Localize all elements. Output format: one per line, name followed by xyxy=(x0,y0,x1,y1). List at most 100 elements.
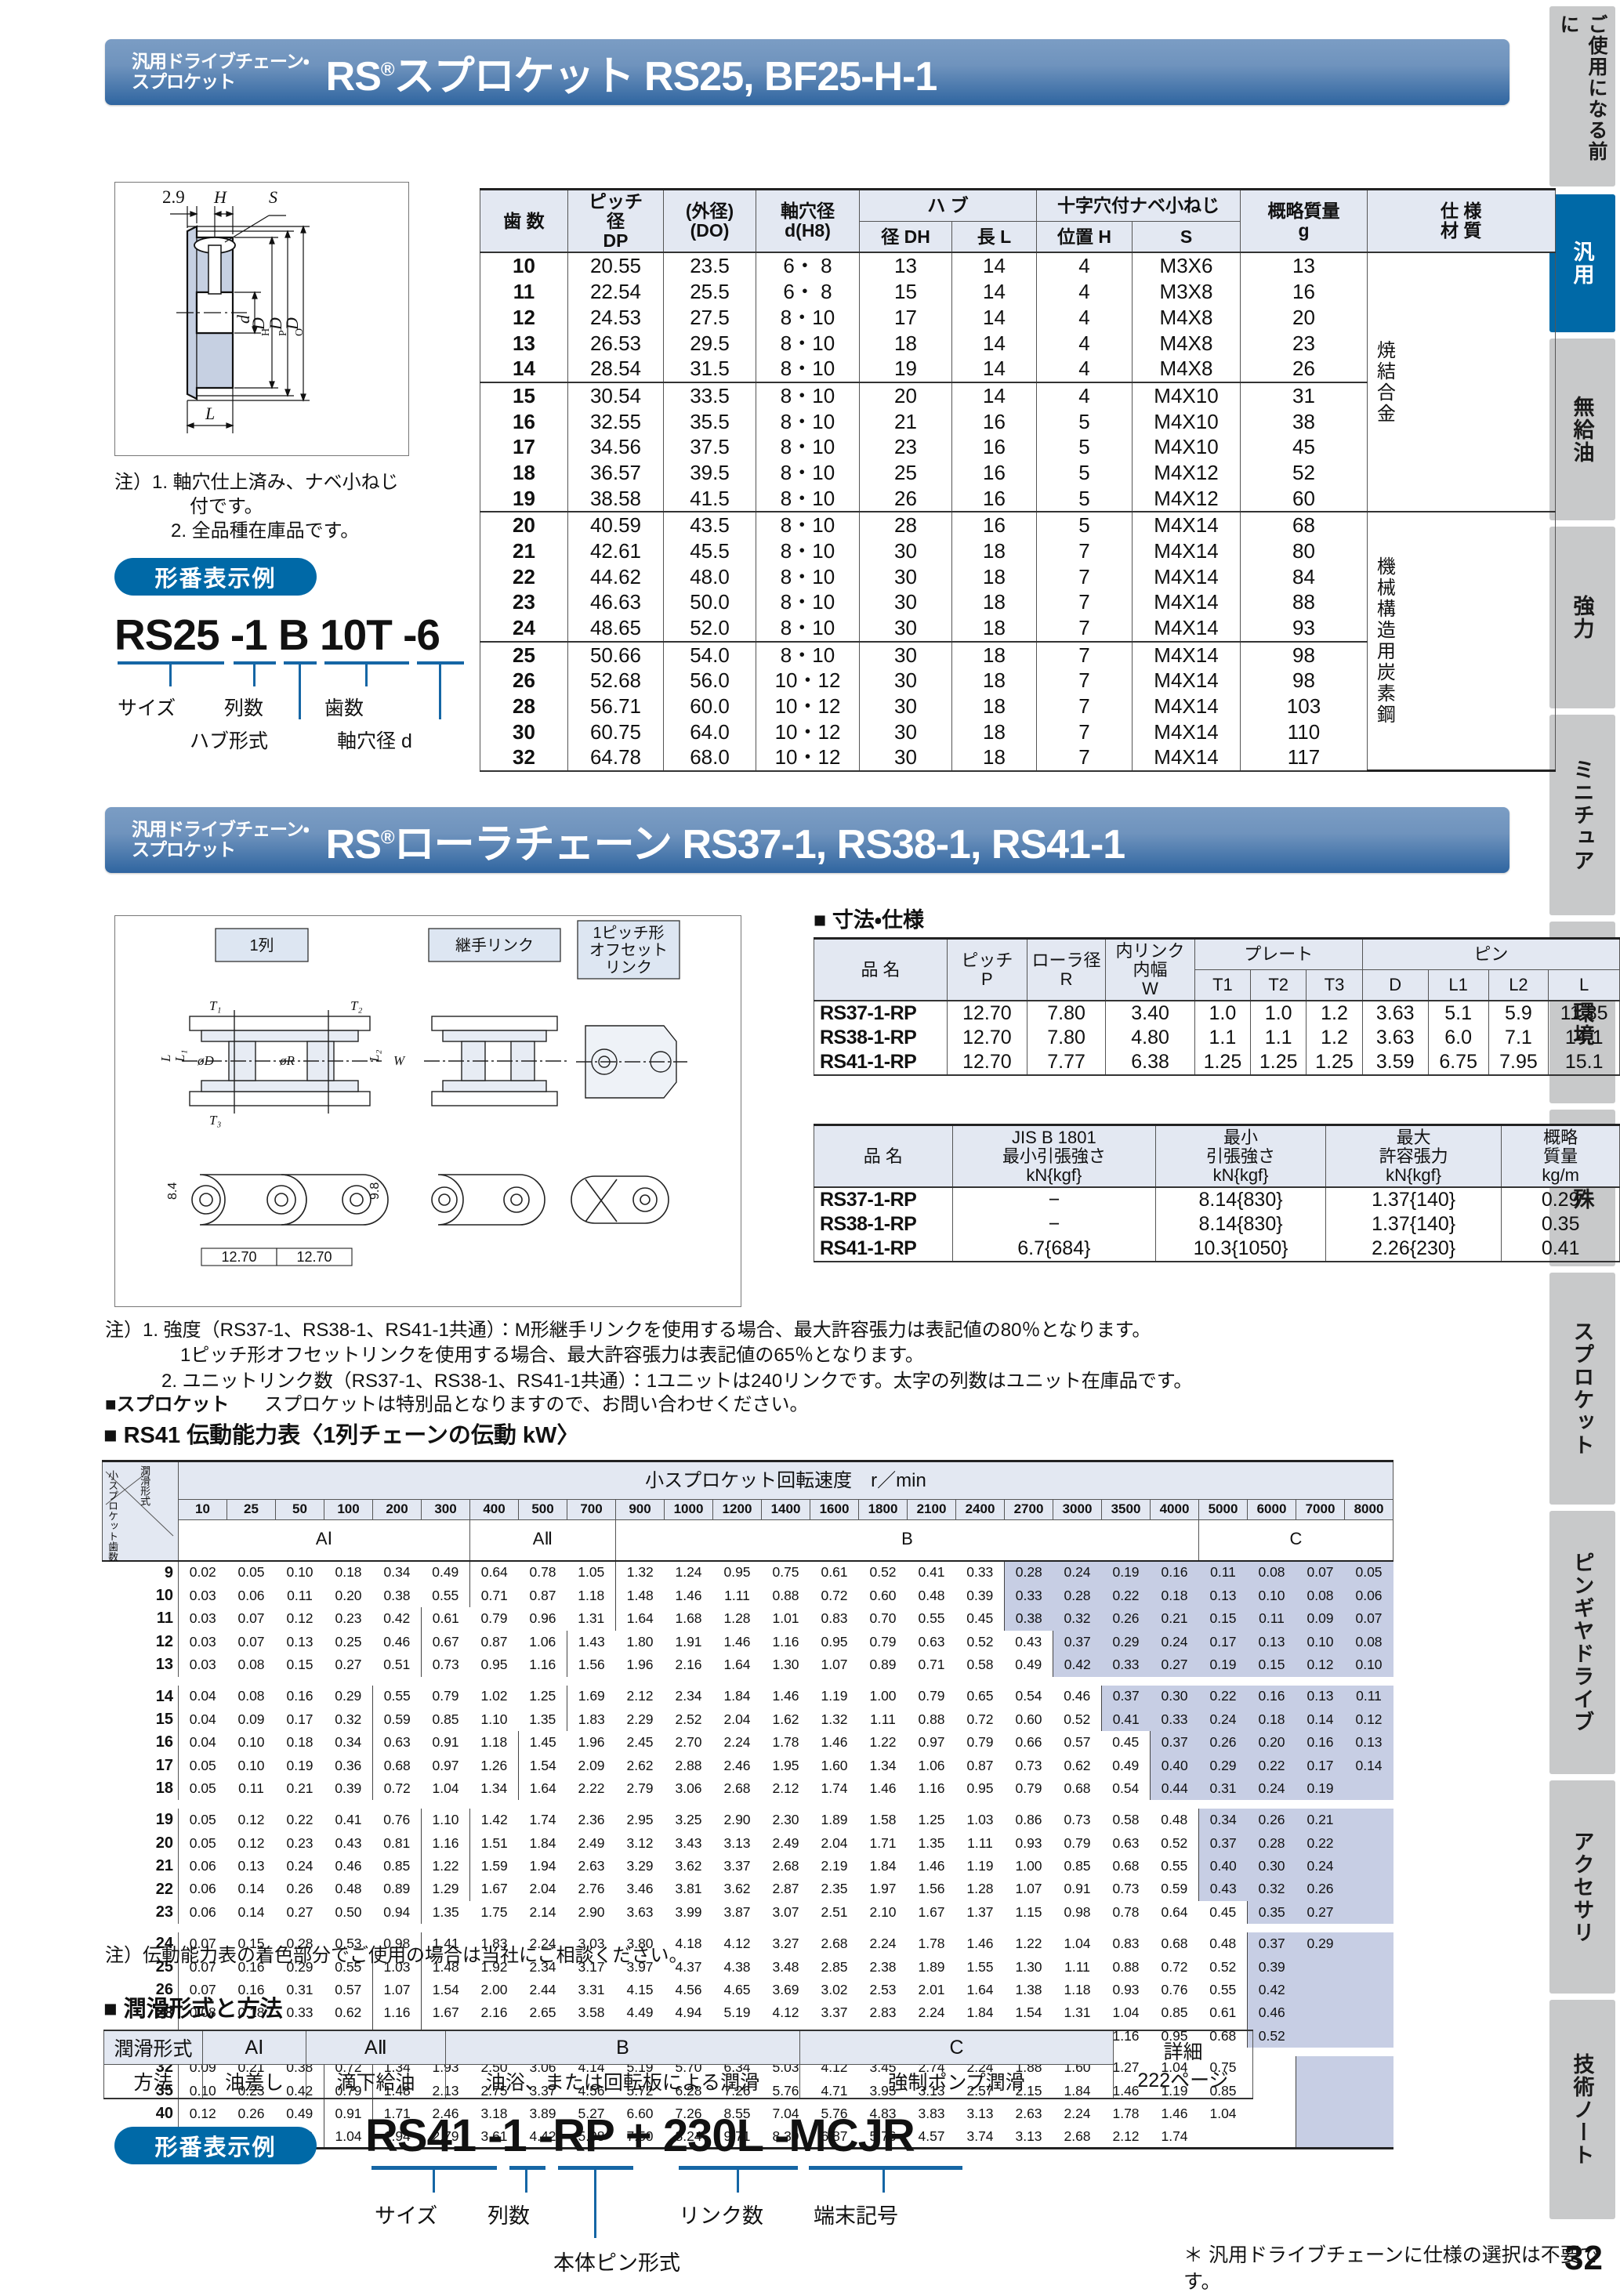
cell-power: 1.24 xyxy=(664,1559,713,1584)
cell-min: 8.14{830} xyxy=(1155,1212,1326,1237)
side-tab-general[interactable]: 汎用 xyxy=(1549,194,1615,332)
side-tab-accessory[interactable]: アクセサリ xyxy=(1549,1780,1615,1994)
cell-power: 2.24 xyxy=(918,2004,945,2021)
cell-power: 4.12 xyxy=(723,1936,751,1952)
cell-do: 45.5 xyxy=(663,538,756,564)
cell-power: 0.68 xyxy=(1064,1780,1091,1796)
cell-power: 0.68 xyxy=(1112,1858,1140,1874)
cell-power xyxy=(1344,1831,1393,1856)
cell-g: 84 xyxy=(1240,563,1368,590)
cell-power: 0.13 xyxy=(1344,1731,1393,1755)
cell-power: 0.09 xyxy=(1296,1607,1345,1631)
cell-power: 1.74 xyxy=(821,1780,848,1796)
table-row: RS41-1-RP 6.7{684} 10.3{1050} 2.26{230} … xyxy=(814,1237,1620,1263)
cell-power: 0.14 xyxy=(1296,1708,1345,1732)
cell-teeth: 32 xyxy=(480,744,568,772)
side-tab-strong[interactable]: 強力 xyxy=(1549,527,1615,708)
power-col-header: 300 xyxy=(421,1499,470,1521)
cell-power: 0.07 xyxy=(1296,1559,1345,1584)
power-col-header: 5000 xyxy=(1198,1499,1248,1521)
cell-power: 0.30 xyxy=(1150,1685,1199,1708)
cell-power: 0.48 xyxy=(1161,1812,1188,1828)
cell-power: 0.43 xyxy=(335,1834,362,1851)
th-pitch-dia: ピッチ 径 DP xyxy=(567,188,664,253)
cell-power: 0.20 xyxy=(335,1587,362,1603)
side-tab-technical-note[interactable]: 技術ノート xyxy=(1549,2000,1615,2219)
svg-text:継手リンク: 継手リンク xyxy=(455,936,534,954)
cell-power: 0.67 xyxy=(421,1630,470,1654)
cell-teeth: 30 xyxy=(480,719,568,745)
cell-teeth: 9 xyxy=(102,1559,179,1584)
model-tick xyxy=(299,661,301,719)
cell-l: 18 xyxy=(951,563,1037,590)
cell-power: 0.68 xyxy=(372,1754,422,1778)
cell-power: 2.45 xyxy=(626,1734,654,1751)
cell-power: 3.13 xyxy=(1004,2125,1053,2150)
cell-power: 0.98 xyxy=(383,1936,411,1952)
cell-power: 0.34 xyxy=(335,1734,362,1751)
cell-do: 60.0 xyxy=(663,693,756,719)
cell-max: 1.37{140} xyxy=(1325,1212,1502,1237)
cell-teeth: 19 xyxy=(480,485,568,512)
cell-power: 0.49 xyxy=(286,2106,313,2121)
power-table-title: RS41 伝動能力表〈1列チェーンの伝動 kW〉 xyxy=(103,1417,580,1450)
cell-power: 1.84 xyxy=(529,1834,556,1851)
cell-power: 2.65 xyxy=(529,2004,556,2021)
cell-power: 0.63 xyxy=(1112,1834,1140,1851)
side-tab-pin-gear[interactable]: ピンギヤドライブ xyxy=(1549,1511,1615,1774)
cell-d: 8・10 xyxy=(756,511,860,538)
cell-s: M4X8 xyxy=(1132,304,1241,331)
th-screw: 十字穴付ナベ小ねじ xyxy=(1036,188,1241,222)
th-d: D xyxy=(1361,969,1429,1001)
cell-power: 0.22 xyxy=(286,1812,313,1828)
th-screw-pos: 位置 H xyxy=(1036,220,1133,253)
side-tab-label: 無給油 xyxy=(1570,395,1594,464)
cell-dp: 42.61 xyxy=(567,538,664,564)
cell-power: 0.29 xyxy=(286,1958,313,1975)
cell-dp: 20.55 xyxy=(567,252,664,280)
cell-power: 1.89 xyxy=(918,1958,945,1975)
cell-power: 2.10 xyxy=(869,1903,897,1920)
power-col-header: 2400 xyxy=(955,1499,1005,1521)
svg-text:1列: 1列 xyxy=(249,936,274,954)
cell-power: 1.46 xyxy=(966,1936,994,1952)
cell-w: 4.80 xyxy=(1105,1026,1195,1051)
th-chain-name: 品 名 xyxy=(814,937,948,1001)
cell-power: 0.24 xyxy=(1150,1630,1199,1654)
cell-power: 0.39 xyxy=(335,1780,362,1796)
side-tab-sprocket[interactable]: スプロケット xyxy=(1549,1273,1615,1505)
cell-g: 60 xyxy=(1240,485,1368,512)
cell-t3: 1.2 xyxy=(1306,1000,1363,1027)
cell-g: 98 xyxy=(1240,640,1368,668)
cell-power: 1.16 xyxy=(918,1780,945,1796)
cell-power: 0.05 xyxy=(227,1559,276,1584)
cell-power: 1.06 xyxy=(529,1633,556,1650)
cell-teeth: 10 xyxy=(102,1584,179,1608)
cell-power: 0.35 xyxy=(1247,1901,1296,1925)
side-tab-before-use[interactable]: ご使用になる前に xyxy=(1549,6,1615,187)
cell-d: 3.59 xyxy=(1361,1050,1429,1077)
cell-power: 0.33 xyxy=(1004,1584,1053,1608)
cell-dp: 60.75 xyxy=(567,719,664,745)
cell-chain-name: RS41-1-RP xyxy=(814,1237,953,1263)
table-row: 19 38.58 41.5 8・10 26 16 5 M4X12 60 xyxy=(480,485,1556,512)
table-row: 21 0.06 0.13 0.24 0.46 0.85 1.22 1.59 1.94 2.63 3.… xyxy=(102,1855,1393,1878)
side-tab-oil-free[interactable]: 無給油 xyxy=(1549,339,1615,520)
th-plate: プレート xyxy=(1194,936,1363,971)
cell-d: 10・12 xyxy=(756,668,860,694)
cell-power: 1.31 xyxy=(578,1610,605,1627)
cell-power: 0.13 xyxy=(1247,1630,1296,1654)
cell-d: 8・10 xyxy=(756,589,860,615)
side-tab-miniature[interactable]: ミニチュア xyxy=(1549,715,1615,915)
cell-power: 0.10 xyxy=(1344,1653,1393,1677)
cell-power: 1.67 xyxy=(918,1903,945,1920)
cell-g: 13 xyxy=(1240,252,1368,280)
cell-power: 2.12 xyxy=(626,1688,654,1704)
cell-power: 0.10 xyxy=(1247,1584,1296,1608)
cell-dp: 30.54 xyxy=(567,381,664,409)
cell-power: 1.46 xyxy=(772,1688,799,1704)
cell-d: 8・10 xyxy=(756,538,860,564)
cell-power: 0.76 xyxy=(383,1812,411,1828)
cell-power: 0.66 xyxy=(1015,1734,1042,1751)
